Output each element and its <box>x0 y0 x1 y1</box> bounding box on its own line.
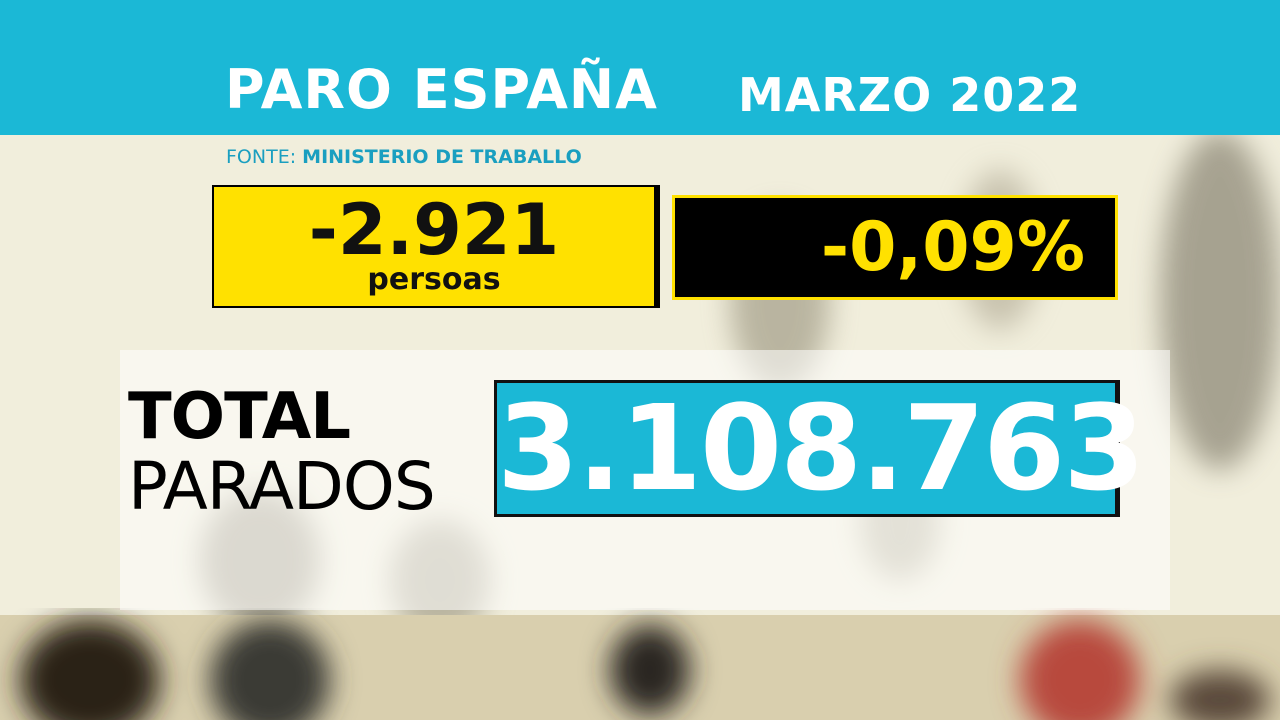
date: MARZO 2022 <box>738 68 1082 122</box>
header-band <box>0 0 1280 135</box>
total-box: 3.108.763 <box>494 380 1145 517</box>
title: PARO ESPAÑA <box>225 58 658 121</box>
total-value: 3.108.763 <box>497 379 1145 517</box>
source: FONTE: MINISTERIO DE TRABALLO <box>226 146 582 168</box>
total-label-top: TOTAL <box>128 380 351 454</box>
change-percent: -0,09% <box>820 208 1085 287</box>
change-box: -2.921 persoas <box>212 185 660 308</box>
change-absolute: -2.921 <box>308 189 560 271</box>
source-name: MINISTERIO DE TRABALLO <box>302 146 582 168</box>
source-label: FONTE: <box>226 146 297 168</box>
total-label-bottom: PARADOS <box>128 448 436 525</box>
change-unit: persoas <box>367 262 501 297</box>
percent-box: -0,09% <box>672 195 1118 300</box>
